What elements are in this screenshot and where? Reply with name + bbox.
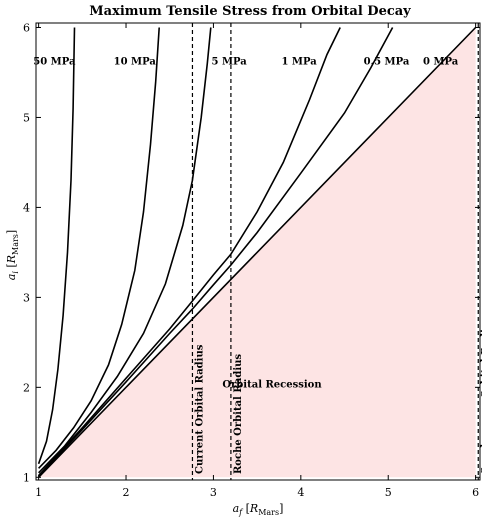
y-tick-label-3: 3 — [23, 291, 30, 304]
y-tick-label-1: 1 — [23, 471, 30, 484]
x-tick-label-4: 4 — [297, 486, 304, 499]
curve-1-mpa — [38, 27, 341, 477]
y-axis-label: ai [RMars] — [5, 230, 20, 280]
curve-0-mpa — [38, 26, 477, 478]
curve-0-5-mpa — [38, 27, 394, 477]
roche-orbital-radius-label: Roche Orbital Radius — [233, 354, 244, 474]
curve-label-0-mpa: 0 MPa — [423, 56, 459, 67]
curve-10-mpa — [38, 27, 160, 469]
curve-5-mpa — [38, 27, 212, 474]
plot-frame — [35, 22, 481, 481]
y-tick-label-4: 4 — [23, 201, 30, 214]
curve-label-5-mpa: 5 MPa — [212, 56, 248, 67]
x-tick-label-1: 1 — [35, 486, 42, 499]
x-tick-label-3: 3 — [210, 486, 217, 499]
curve-label-0-5-mpa: 0.5 MPa — [364, 56, 410, 67]
synchronous-orbital-radius-label: Synchronous Orbital Radius — [480, 316, 482, 474]
vline-layer — [191, 23, 479, 480]
curve-label-10-mpa: 10 MPa — [114, 56, 157, 67]
curve-label-1-mpa: 1 MPa — [281, 56, 317, 67]
curve-50-mpa — [37, 27, 76, 465]
y-tick-label-5: 5 — [23, 111, 30, 124]
curve-label-50-mpa: 50 MPa — [33, 56, 76, 67]
x-axis-label: af [RMars] — [233, 502, 284, 517]
y-tick-label-6: 6 — [23, 21, 30, 34]
chart-title: Maximum Tensile Stress from Orbital Deca… — [89, 4, 411, 19]
x-tick-label-5: 5 — [385, 486, 392, 499]
label-layer: Current Orbital Radius Roche Orbital Radi… — [33, 56, 482, 474]
current-orbital-radius-label: Current Orbital Radius — [194, 344, 205, 474]
x-tick-label-6: 6 — [472, 486, 479, 499]
curve-layer — [37, 26, 477, 478]
y-tick-label-2: 2 — [23, 381, 30, 394]
x-tick-label-2: 2 — [123, 486, 130, 499]
orbital-recession-label: Orbital Recession — [222, 379, 322, 390]
tick-layer: 1 2 3 4 5 6 1 2 3 4 5 6 — [23, 21, 480, 499]
